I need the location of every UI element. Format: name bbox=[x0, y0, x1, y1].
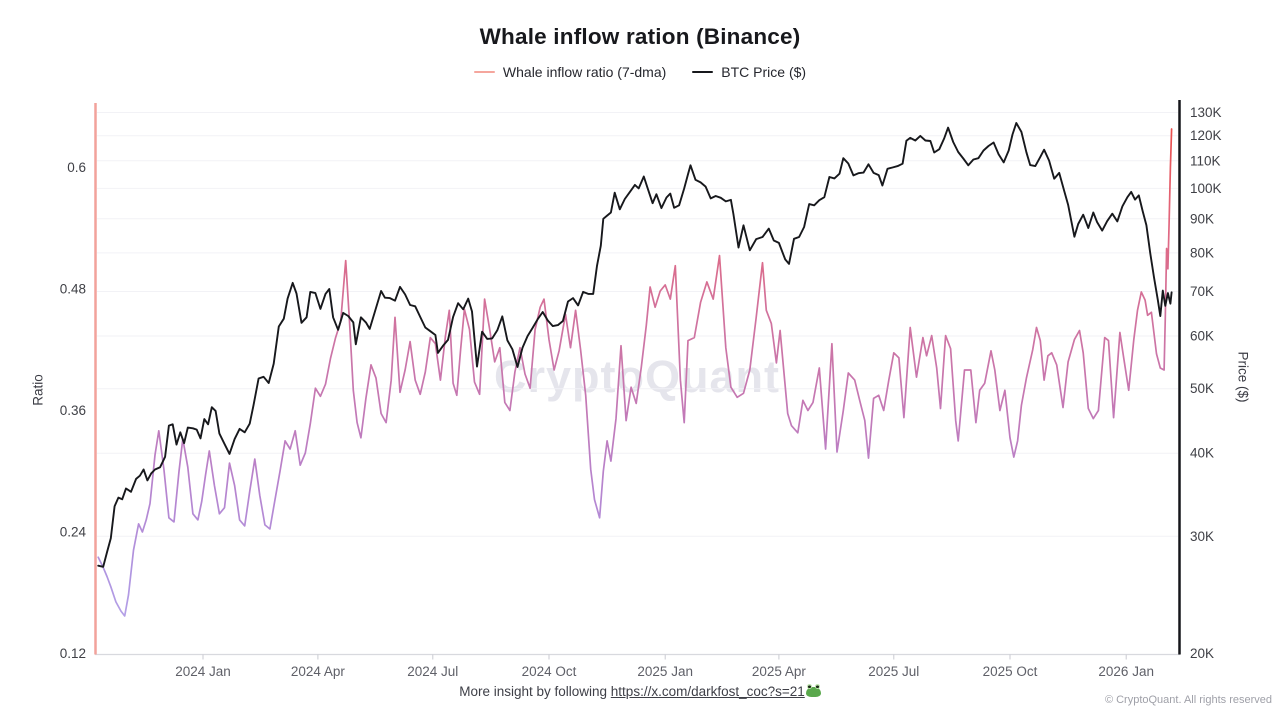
price-tick-label: 90K bbox=[1190, 211, 1214, 226]
x-tick-label: 2024 Apr bbox=[291, 664, 346, 679]
legend-label: Whale inflow ratio (7-dma) bbox=[502, 64, 667, 80]
ratio-tick-label: 0.24 bbox=[60, 525, 87, 540]
price-tick-label: 80K bbox=[1190, 245, 1214, 260]
legend-item-whale-inflow-ratio[interactable]: Whale inflow ratio (7-dma) bbox=[473, 64, 667, 80]
x-tick-label: 2024 Jul bbox=[407, 664, 458, 679]
price-tick-label: 50K bbox=[1190, 381, 1214, 396]
price-tick-label: 130K bbox=[1190, 105, 1222, 120]
legend-item-btc-price[interactable]: BTC Price ($) bbox=[692, 64, 806, 80]
btc-price-line bbox=[97, 122, 1173, 568]
x-tick-label: 2025 Jul bbox=[868, 664, 919, 679]
ratio-tick-label: 0.48 bbox=[60, 282, 86, 297]
footer-link[interactable]: https://x.com/darkfost_coc?s=21 bbox=[611, 684, 821, 699]
price-tick-label: 20K bbox=[1190, 646, 1214, 661]
ratio-tick-label: 0.36 bbox=[60, 403, 86, 418]
footer-note-text: More insight by following bbox=[459, 684, 611, 699]
ratio-tick-label: 0.12 bbox=[60, 646, 86, 661]
price-tick-label: 70K bbox=[1190, 284, 1214, 299]
frog-emoji-icon bbox=[805, 684, 821, 697]
x-tick-label: 2025 Jan bbox=[637, 664, 693, 679]
price-tick-label: 120K bbox=[1190, 128, 1222, 143]
legend-line-icon bbox=[692, 71, 714, 73]
page-title: Whale inflow ration (Binance) bbox=[479, 24, 801, 49]
price-tick-label: 60K bbox=[1190, 329, 1214, 344]
price-tick-label: 110K bbox=[1190, 153, 1221, 168]
x-tick-label: 2025 Apr bbox=[752, 664, 807, 679]
x-tick-label: 2024 Jan bbox=[175, 664, 231, 679]
whale-inflow-ratio-line bbox=[97, 128, 1173, 617]
footer-note: More insight by following https://x.com/… bbox=[0, 684, 1280, 699]
x-tick-label: 2024 Oct bbox=[522, 664, 577, 679]
legend-label: BTC Price ($) bbox=[721, 64, 807, 80]
price-tick-label: 40K bbox=[1190, 446, 1214, 461]
chart-legend: Whale inflow ratio (7-dma) BTC Price ($) bbox=[0, 64, 1280, 80]
copyright-notice: © CryptoQuant. All rights reserved bbox=[1104, 694, 1272, 706]
x-tick-label: 2026 Jan bbox=[1098, 664, 1154, 679]
legend-line-icon bbox=[473, 71, 495, 73]
price-tick-label: 100K bbox=[1190, 181, 1222, 196]
price-tick-label: 30K bbox=[1190, 529, 1214, 544]
ratio-tick-label: 0.6 bbox=[67, 160, 86, 175]
x-tick-label: 2025 Oct bbox=[983, 664, 1038, 679]
footer-link-text: https://x.com/darkfost_coc?s=21 bbox=[610, 684, 805, 699]
